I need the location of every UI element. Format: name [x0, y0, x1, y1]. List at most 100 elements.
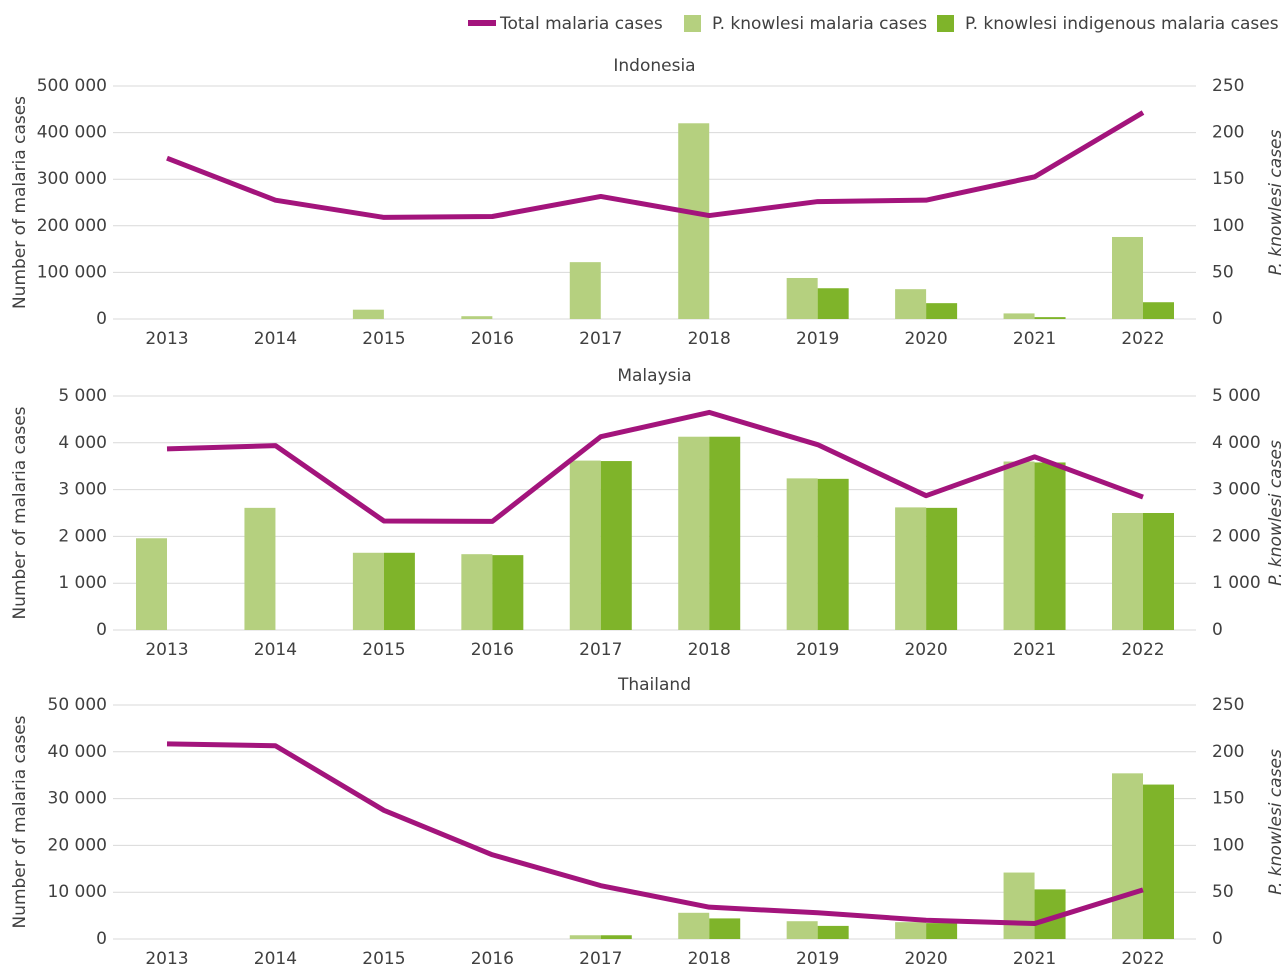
bar [1003, 872, 1035, 939]
bar [926, 507, 958, 630]
x-tick-label: 2017 [579, 329, 622, 349]
y2-tick-label: 250 [1212, 76, 1244, 96]
y2-tick-label: 50 [1212, 262, 1234, 282]
y2-axis-label: P. knowlesi cases [1266, 440, 1286, 586]
x-tick-label: 2019 [796, 329, 839, 349]
y-tick-label: 10 000 [48, 882, 107, 902]
x-tick-label: 2020 [904, 640, 947, 660]
bar [895, 922, 927, 939]
y2-tick-label: 50 [1212, 882, 1234, 902]
y2-tick-label: 100 [1212, 835, 1244, 855]
bar [817, 288, 849, 319]
x-tick-label: 2015 [362, 949, 405, 966]
bar [817, 925, 849, 939]
x-tick-label: 2022 [1121, 640, 1164, 660]
panel-title: Indonesia [613, 56, 695, 76]
bar [1143, 513, 1174, 630]
y-tick-label: 100 000 [37, 262, 107, 282]
y2-tick-label: 5 000 [1212, 386, 1261, 406]
bar [1112, 773, 1143, 939]
bar [1143, 302, 1174, 319]
y-tick-label: 2 000 [58, 526, 107, 546]
bar [600, 461, 632, 630]
x-tick-label: 2017 [579, 949, 622, 966]
line [166, 409, 1144, 524]
panel-title: Thailand [617, 675, 691, 695]
y2-tick-label: 200 [1212, 123, 1244, 143]
line [166, 110, 1145, 220]
x-tick-label: 2014 [254, 329, 297, 349]
bar [678, 912, 710, 939]
x-tick-label: 2020 [904, 329, 947, 349]
bar [678, 436, 710, 630]
legend-label: P. knowlesi malaria cases [712, 14, 927, 34]
bar [1112, 513, 1143, 630]
y-axis-label: Number of malaria cases [10, 406, 30, 619]
x-tick-label: 2017 [579, 640, 622, 660]
bar [786, 277, 818, 319]
bar [352, 552, 384, 630]
bar [1034, 317, 1066, 319]
y-tick-label: 500 000 [37, 76, 107, 96]
bar [1003, 313, 1035, 319]
x-tick-label: 2021 [1013, 329, 1056, 349]
bar [1112, 236, 1143, 319]
bar [244, 507, 276, 630]
x-tick-label: 2016 [471, 949, 514, 966]
bar [352, 309, 384, 319]
bar [895, 507, 927, 630]
x-tick-label: 2020 [904, 949, 947, 966]
x-tick-label: 2013 [145, 949, 188, 966]
panel-title: Malaysia [617, 366, 691, 386]
x-tick-label: 2018 [688, 949, 731, 966]
y2-axis-label: P. knowlesi cases [1266, 749, 1286, 895]
y-tick-label: 30 000 [48, 789, 107, 809]
bar [786, 478, 818, 630]
bar [709, 436, 741, 630]
line [166, 741, 1144, 927]
y-tick-label: 50 000 [48, 695, 107, 715]
bar [926, 923, 958, 939]
bar [461, 554, 493, 630]
bar [678, 123, 710, 319]
legend-swatch [937, 15, 954, 32]
x-tick-label: 2013 [145, 329, 188, 349]
x-tick-label: 2018 [688, 640, 731, 660]
x-tick-label: 2019 [796, 949, 839, 966]
legend-swatch [684, 15, 701, 32]
x-tick-label: 2016 [471, 329, 514, 349]
y-tick-label: 4 000 [58, 433, 107, 453]
bar [1143, 784, 1174, 939]
y2-tick-label: 0 [1212, 929, 1223, 949]
x-tick-label: 2013 [145, 640, 188, 660]
y-tick-label: 300 000 [37, 169, 107, 189]
y-tick-label: 3 000 [58, 480, 107, 500]
y-tick-label: 200 000 [37, 216, 107, 236]
bar [136, 538, 167, 630]
y-axis-label: Number of malaria cases [10, 96, 30, 309]
x-tick-label: 2021 [1013, 640, 1056, 660]
x-tick-label: 2014 [254, 949, 297, 966]
y-tick-label: 20 000 [48, 835, 107, 855]
x-tick-label: 2015 [362, 640, 405, 660]
y2-tick-label: 150 [1212, 169, 1244, 189]
bar [461, 316, 493, 319]
y2-tick-label: 250 [1212, 695, 1244, 715]
x-tick-label: 2019 [796, 640, 839, 660]
bar [1034, 462, 1066, 630]
y2-tick-label: 200 [1212, 742, 1244, 762]
y2-tick-label: 0 [1212, 309, 1223, 329]
bar [383, 552, 415, 630]
y2-tick-label: 150 [1212, 789, 1244, 809]
y-axis-label: Number of malaria cases [10, 715, 30, 928]
x-tick-label: 2022 [1121, 949, 1164, 966]
bar [492, 555, 524, 630]
y-tick-label: 0 [96, 929, 107, 949]
bar [569, 460, 601, 630]
bar [786, 921, 818, 939]
y-tick-label: 5 000 [58, 386, 107, 406]
x-tick-label: 2021 [1013, 949, 1056, 966]
y-tick-label: 1 000 [58, 573, 107, 593]
bar [709, 918, 741, 939]
